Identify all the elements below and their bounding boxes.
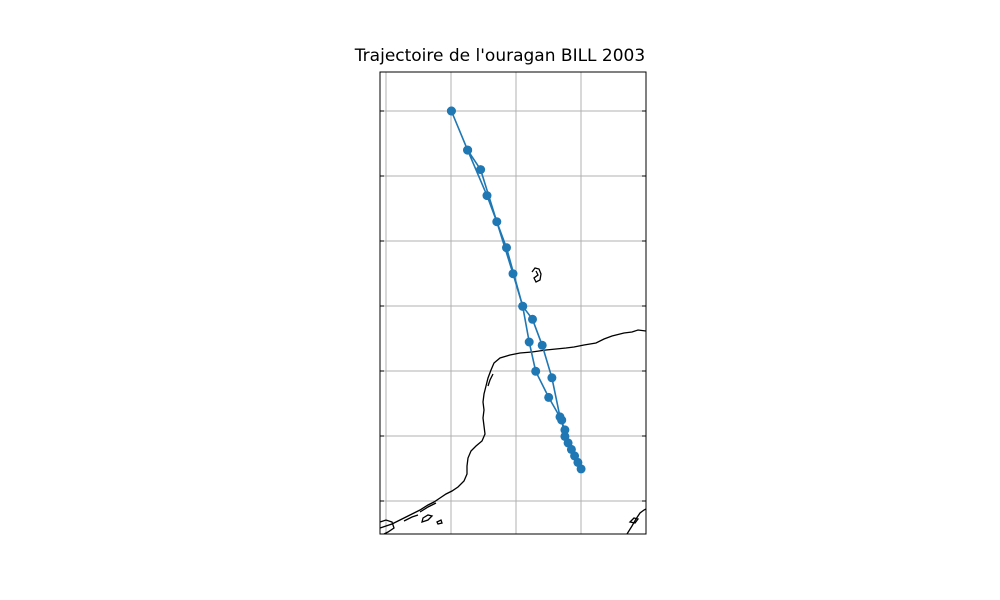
track-point (508, 269, 518, 279)
track-point (492, 217, 502, 227)
track-point (573, 457, 583, 467)
coastline-lagoon (421, 514, 434, 523)
track-point (531, 366, 541, 376)
track-point (482, 191, 492, 201)
track-point (446, 106, 456, 116)
coastline-corner-sw (380, 519, 395, 534)
track-point (555, 412, 565, 422)
coastline-barrier-island (419, 502, 437, 513)
track-point (524, 337, 534, 347)
track-point (537, 340, 547, 350)
track-point (463, 145, 473, 155)
hurricane-track (446, 106, 586, 474)
coastline-lake (531, 267, 542, 283)
track-point (566, 444, 576, 454)
coastline-barrier-island (487, 373, 494, 387)
map-title: Trajectoire de l'ouragan BILL 2003 (354, 46, 646, 66)
track-point (547, 373, 557, 383)
map-background (380, 72, 646, 534)
track-point (544, 392, 554, 402)
map-gridlines (380, 72, 646, 534)
coastline-gulf (380, 329, 646, 529)
track-point (518, 301, 528, 311)
track-point (502, 243, 511, 253)
coastline-barrier-island (403, 514, 419, 522)
coastline-islet (436, 519, 443, 525)
coastline-islet (628, 517, 640, 524)
map-edge-ticks (380, 110, 646, 502)
track-point (560, 425, 570, 435)
map-coastlines (380, 267, 646, 534)
track-point (476, 165, 486, 175)
map-frame (379, 71, 647, 535)
track-point (528, 314, 537, 324)
coastline-corner-se (626, 508, 646, 534)
